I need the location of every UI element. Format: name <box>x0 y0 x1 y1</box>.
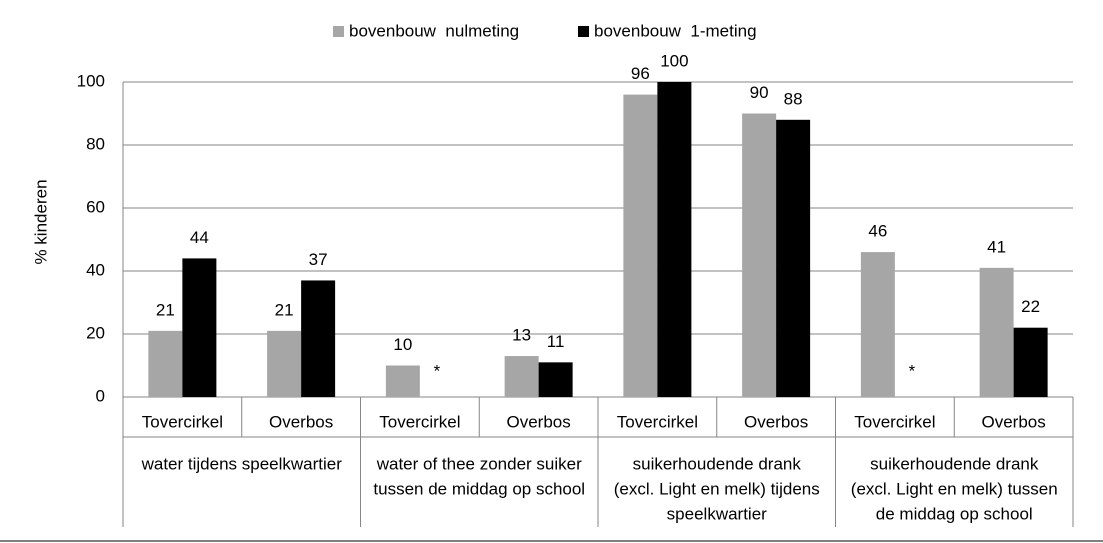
bar <box>657 82 692 397</box>
bar <box>860 252 895 397</box>
bar <box>148 330 183 397</box>
data-label: 46 <box>868 222 887 241</box>
data-label: 96 <box>631 64 650 83</box>
bar <box>385 365 420 397</box>
bar <box>504 356 539 397</box>
data-label: 41 <box>987 237 1006 256</box>
data-label: 37 <box>309 250 328 269</box>
y-tick-label: 100 <box>77 71 105 90</box>
data-label: * <box>909 361 916 380</box>
x-tick-label: Overbos <box>507 412 571 431</box>
x-tick-label: Tovercirkel <box>617 412 698 431</box>
group-label: (excl. Light en melk) tussen <box>851 479 1058 498</box>
y-tick-label: 20 <box>86 323 105 342</box>
data-label: 88 <box>784 89 803 108</box>
group-label: tussen de middag op school <box>373 479 585 498</box>
bar <box>979 267 1014 397</box>
group-label: suikerhoudende drank <box>633 454 802 473</box>
group-label: suikerhoudende drank <box>870 454 1039 473</box>
data-label: 100 <box>660 51 688 70</box>
y-tick-label: 80 <box>86 134 105 153</box>
y-tick-label: 40 <box>86 260 105 279</box>
bar <box>776 119 811 398</box>
group-label: water tijdens speelkwartier <box>141 454 343 473</box>
data-label: * <box>434 361 441 380</box>
bar <box>742 113 777 397</box>
bar <box>538 362 573 397</box>
data-label: 13 <box>512 326 531 345</box>
y-tick-label: 0 <box>96 386 105 405</box>
data-label: 21 <box>156 300 175 319</box>
bar <box>301 280 336 397</box>
bar <box>267 330 302 397</box>
y-axis-label: % kinderen <box>31 179 50 264</box>
legend-swatch <box>333 26 344 37</box>
data-label: 22 <box>1021 297 1040 316</box>
group-label: de middag op school <box>876 504 1033 523</box>
data-label: 90 <box>750 83 769 102</box>
legend-swatch <box>578 26 589 37</box>
group-label: speelkwartier <box>667 504 767 523</box>
x-tick-label: Overbos <box>744 412 808 431</box>
x-tick-label: Overbos <box>982 412 1046 431</box>
bar <box>623 94 658 397</box>
y-tick-label: 60 <box>86 197 105 216</box>
legend-label: bovenbouw nulmeting <box>349 21 519 40</box>
data-label: 21 <box>275 300 294 319</box>
group-label: (excl. Light en melk) tijdens <box>614 479 820 498</box>
x-tick-label: Tovercirkel <box>142 412 223 431</box>
bar <box>182 258 217 397</box>
data-label: 10 <box>393 335 412 354</box>
x-tick-label: Overbos <box>269 412 333 431</box>
x-tick-label: Tovercirkel <box>379 412 460 431</box>
data-label: 44 <box>190 228 209 247</box>
legend-label: bovenbouw 1-meting <box>594 21 757 40</box>
data-label: 11 <box>547 332 565 351</box>
x-tick-label: Tovercirkel <box>854 412 935 431</box>
bar <box>1013 327 1048 397</box>
group-label: water of thee zonder suiker <box>376 454 582 473</box>
